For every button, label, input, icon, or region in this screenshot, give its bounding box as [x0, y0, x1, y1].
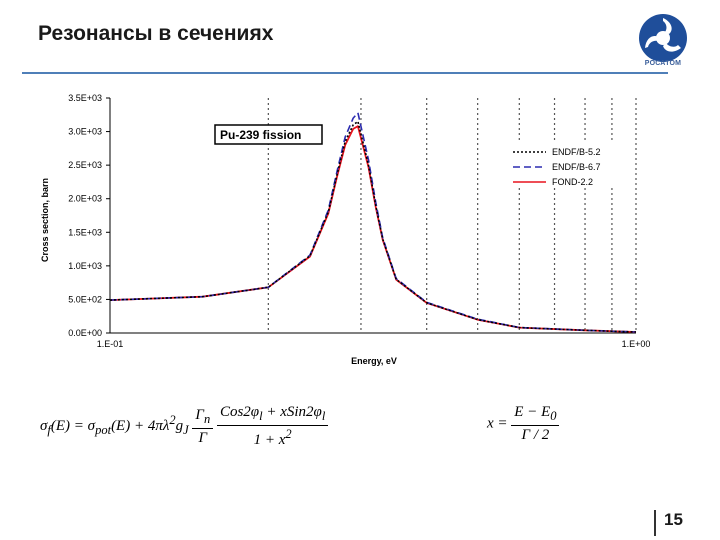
y-tick-label: 1.0E+03 — [68, 261, 102, 271]
formula-frac2-den: 1 + x2 — [253, 427, 292, 448]
x-formula-lhs: x = — [487, 415, 508, 432]
y-axis-label: Cross section, barn — [40, 178, 50, 262]
rosatom-logo-icon — [639, 14, 687, 62]
legend-label: ENDF/B-5.2 — [552, 147, 601, 157]
legend-background — [510, 140, 634, 188]
y-tick-label: 3.0E+03 — [68, 127, 102, 137]
cross-section-chart: 0.0E+00 5.0E+02 1.0E+03 1.5E+03 2.0E+03 2.5E+… — [40, 93, 651, 366]
x-formula-den: Γ / 2 — [521, 427, 550, 443]
formula-frac1-num: Γn — [192, 407, 214, 429]
series-layer — [109, 112, 637, 333]
y-tick-label: 5.0E+02 — [68, 294, 102, 304]
y-tick-label: 2.0E+03 — [68, 194, 102, 204]
series-line-endf-b-5-2 — [109, 120, 637, 333]
x-axis-ticks: 1.E-01 1.E+00 — [97, 339, 651, 349]
formula-frac2-num: Cos2φl + xSin2φl — [216, 404, 329, 426]
cross-section-formula: σf(E) = σpot(E) + 4πλ2gJ Γn Γ Cos2φl + x… — [40, 404, 329, 449]
x-tick-label: 1.E-01 — [97, 339, 124, 349]
x-formula-num: E − E0 — [511, 404, 560, 426]
page-number-divider — [654, 510, 656, 536]
formula-lhs: σf(E) = σpot(E) + 4πλ2gJ — [40, 412, 189, 437]
annotation-box-frame — [214, 124, 323, 145]
x-gridlines — [267, 98, 637, 333]
y-tick-label: 3.5E+03 — [68, 93, 102, 103]
formula-frac1-den: Γ — [198, 429, 208, 446]
formula-fraction-gamma: Γn Γ — [192, 407, 214, 447]
legend: ENDF/B-5.2 ENDF/B-6.7 FOND-2.2 — [510, 140, 634, 188]
y-axis-ticks: 0.0E+00 5.0E+02 1.0E+03 1.5E+03 2.0E+03 2.5E+… — [68, 93, 110, 338]
page-number: 15 — [664, 510, 683, 529]
header-divider — [22, 72, 668, 74]
legend-label: ENDF/B-6.7 — [552, 162, 601, 172]
formula-fraction-phase: Cos2φl + xSin2φl 1 + x2 — [216, 404, 329, 449]
x-formula-fraction: E − E0 Γ / 2 — [511, 404, 560, 444]
annotation-label: Pu-239 fission — [220, 128, 301, 142]
y-tick-label: 2.5E+03 — [68, 160, 102, 170]
y-tick-label: 1.5E+03 — [68, 227, 102, 237]
logo-text: РОСАТОМ — [644, 60, 682, 67]
x-definition-formula: x = E − E0 Γ / 2 — [487, 404, 560, 444]
x-tick-label: 1.E+00 — [622, 339, 651, 349]
legend-label: FOND-2.2 — [552, 177, 593, 187]
x-axis-label: Energy, eV — [351, 356, 397, 366]
slide-title: Резонансы в сечениях — [38, 22, 274, 45]
annotation-box: Pu-239 fission — [214, 124, 323, 145]
y-tick-label: 0.0E+00 — [68, 328, 102, 338]
